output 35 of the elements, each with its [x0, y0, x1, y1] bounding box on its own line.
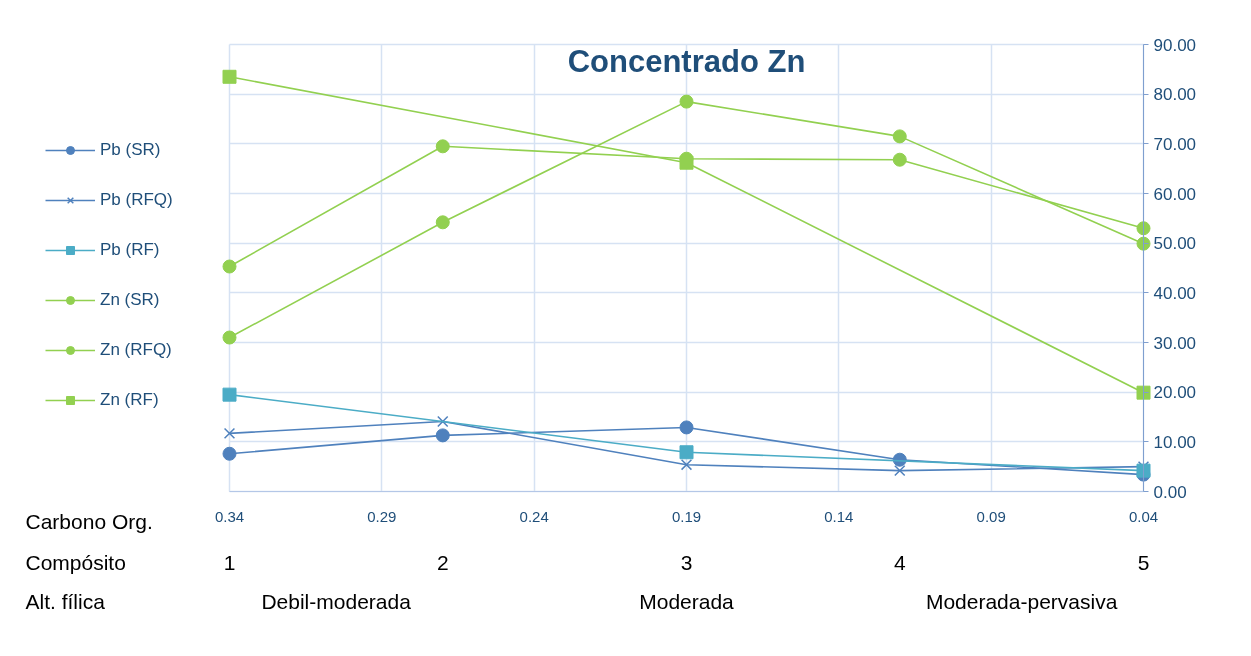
- text: Moderada-pervasiva: [925, 590, 1118, 613]
- chart-title: Concentrado Zn: [567, 43, 806, 79]
- legend-label: Zn (RF): [100, 390, 159, 410]
- x-tick-label: 0.24: [519, 507, 549, 525]
- x-tick-label: 0.34: [214, 507, 245, 525]
- y-tick-label: 40.00: [1153, 283, 1197, 303]
- text: Carbono Org.: [25, 510, 153, 533]
- y-tick-label: 30.00: [1153, 333, 1197, 353]
- y-tick-label: 90.00: [1153, 35, 1197, 55]
- legend-label: Zn (RFQ): [100, 340, 172, 360]
- legend-label: Pb (RFQ): [100, 190, 173, 210]
- y-tick-label: 80.00: [1153, 85, 1197, 105]
- x-tick-label: 0.29: [367, 507, 397, 525]
- text: 4: [893, 550, 906, 574]
- y-tick-label: 70.00: [1153, 134, 1197, 154]
- y-tick-label: 20.00: [1153, 383, 1197, 403]
- text: 3: [680, 550, 693, 574]
- text: Compósito: [25, 551, 126, 574]
- x-tick-label: 0.14: [824, 507, 854, 525]
- y-tick-label: 10.00: [1153, 432, 1197, 452]
- text: Moderada: [639, 590, 735, 613]
- text: Alt. fílica: [25, 590, 106, 613]
- text: 2: [436, 550, 449, 574]
- text: 1: [223, 550, 236, 574]
- y-tick-label: 50.00: [1153, 234, 1197, 254]
- legend-label: Pb (RF): [100, 240, 160, 260]
- y-tick-label: 60.00: [1153, 184, 1197, 204]
- y-tick-label: 0.00: [1153, 482, 1187, 502]
- x-tick-label: 0.04: [1128, 507, 1159, 525]
- legend-label: Zn (SR): [100, 290, 160, 310]
- x-tick-label: 0.09: [976, 507, 1006, 525]
- legend-label: Pb (SR): [100, 140, 161, 160]
- x-tick-label: 0.19: [671, 507, 702, 525]
- text: 5: [1137, 550, 1150, 574]
- text: Debil-moderada: [261, 590, 412, 613]
